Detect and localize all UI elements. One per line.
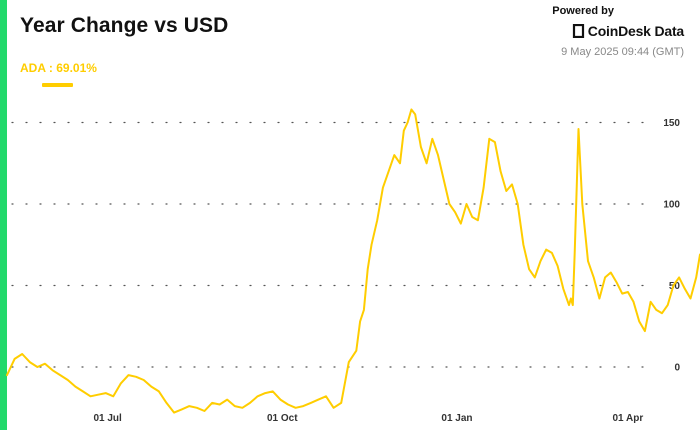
x-tick-label-01-oct: 01 Oct [267, 413, 298, 424]
brand-name: CoinDesk Data [587, 23, 684, 39]
y-tick-label-50: 50 [669, 281, 681, 292]
x-tick-label-01-apr: 01 Apr [612, 413, 643, 424]
series-layer [6, 108, 700, 414]
accent-stripe [0, 0, 7, 430]
legend-label: ADA : 69.01% [20, 61, 97, 75]
x-tick-label-01-jan: 01 Jan [441, 413, 472, 424]
tick-layer: 0 50 100 150 01 Jul 01 Oct 01 Jan 01 Apr [93, 118, 680, 424]
chart-title: Year Change vs USD [20, 14, 229, 37]
grid-layer [11, 121, 656, 368]
series-line-ada[interactable] [6, 108, 700, 414]
y-tick-label-0: 0 [674, 363, 680, 374]
powered-by-label: Powered by [552, 5, 614, 17]
legend-item-ada[interactable]: ADA : 69.01% [20, 61, 97, 75]
y-tick-label-100: 100 [663, 200, 680, 211]
timestamp: 9 May 2025 09:44 (GMT) [561, 46, 684, 58]
x-tick-label-01-jul: 01 Jul [93, 413, 122, 424]
y-tick-label-150: 150 [663, 118, 680, 129]
coindesk-data-logo[interactable]: CoinDesk Data [572, 23, 684, 39]
coindesk-logo-icon [572, 24, 584, 38]
legend-swatch [42, 83, 73, 87]
